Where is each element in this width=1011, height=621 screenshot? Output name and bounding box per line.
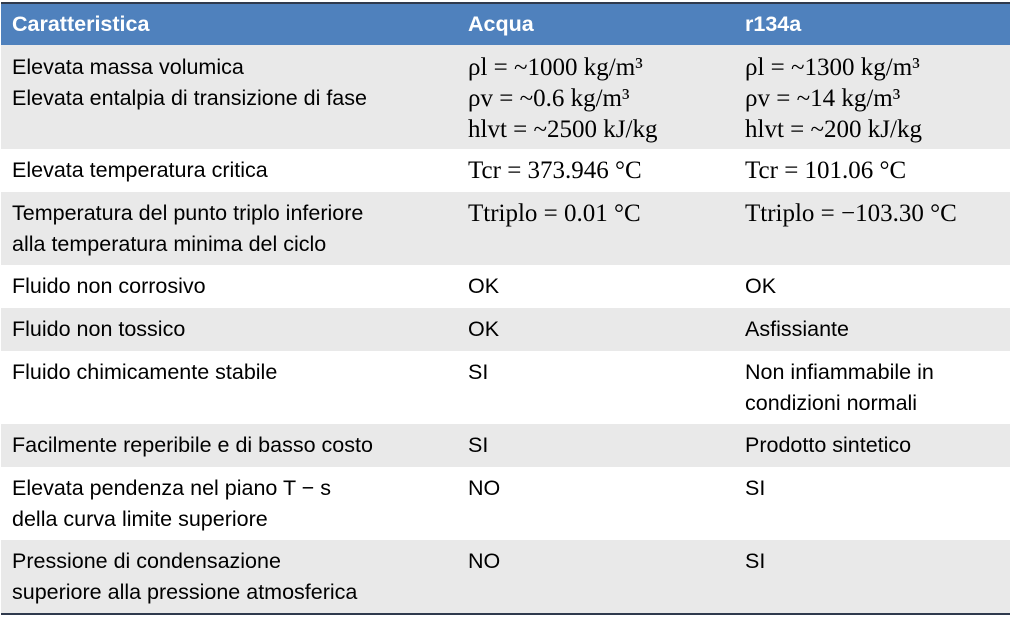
formula-line: ρv = ~14 kg/m³ [745,85,901,112]
r134a-cell: ρl = ~1300 kg/m³ ρv = ~14 kg/m³ hlvt = ~… [734,45,1010,149]
formula-line: Ttriplo = 0.01 °C [468,200,641,227]
table-row: Fluido chimicamente stabile SI Non infia… [1,351,1010,424]
table-header-row: Caratteristica Acqua r134a [1,4,1010,45]
acqua-cell: OK [457,308,734,351]
feature-line: Facilmente reperibile e di basso costo [12,433,373,457]
header-acqua: Acqua [468,12,534,36]
table-row: Elevata pendenza nel piano T − s della c… [1,467,1010,540]
feature-line: Elevata massa volumica [12,55,244,79]
table-row: Fluido non corrosivo OK OK [1,265,1010,308]
feature-cell: Pressione di condensazione superiore all… [1,540,457,613]
table-row: Facilmente reperibile e di basso costo S… [1,424,1010,467]
acqua-cell: SI [457,351,734,424]
value-line: OK [745,274,777,298]
formula-line: Tcr = 101.06 °C [745,157,907,184]
table-row: Elevata massa volumica Elevata entalpia … [1,45,1010,149]
r134a-cell: Tcr = 101.06 °C [734,149,1010,192]
feature-line: della curva limite superiore [12,507,268,531]
formula-line: ρl = ~1300 kg/m³ [745,54,920,81]
feature-cell: Fluido non corrosivo [1,265,457,308]
feature-line: Elevata temperatura critica [12,158,268,182]
feature-cell: Fluido chimicamente stabile [1,351,457,424]
value-line: OK [468,317,500,341]
value-line: SI [468,433,489,457]
table-row: Elevata temperatura critica Tcr = 373.94… [1,149,1010,192]
feature-cell: Fluido non tossico [1,308,457,351]
acqua-cell: NO [457,540,734,613]
r134a-cell: Asfissiante [734,308,1010,351]
value-line: Asfissiante [745,317,849,341]
table-row: Pressione di condensazione superiore all… [1,540,1010,613]
formula-line: ρl = ~1000 kg/m³ [468,54,643,81]
value-line: SI [745,476,766,500]
feature-line: Elevata pendenza nel piano T − s [12,476,331,500]
table-row: Fluido non tossico OK Asfissiante [1,308,1010,351]
acqua-cell: Tcr = 373.946 °C [457,149,734,192]
formula-line: Tcr = 373.946 °C [468,157,642,184]
r134a-cell: Ttriplo = −103.30 °C [734,192,1010,265]
value-line: NO [468,549,501,573]
feature-cell: Elevata pendenza nel piano T − s della c… [1,467,457,540]
feature-line: Temperatura del punto triplo inferiore [12,201,364,225]
feature-cell: Temperatura del punto triplo inferiore a… [1,192,457,265]
value-line: Non infiammabile in [745,360,934,384]
value-line: Prodotto sintetico [745,433,912,457]
r134a-cell: Prodotto sintetico [734,424,1010,467]
r134a-cell: Non infiammabile in condizioni normali [734,351,1010,424]
r134a-cell: SI [734,467,1010,540]
value-line: SI [745,549,766,573]
acqua-cell: OK [457,265,734,308]
formula-line: ρv = ~0.6 kg/m³ [468,85,630,112]
acqua-cell: Ttriplo = 0.01 °C [457,192,734,265]
feature-cell: Elevata temperatura critica [1,149,457,192]
acqua-cell: NO [457,467,734,540]
formula-line: hlvt = ~2500 kJ/kg [468,116,658,143]
feature-line: Pressione di condensazione [12,549,281,573]
feature-line: superiore alla pressione atmosferica [12,580,358,604]
value-line: SI [468,360,489,384]
acqua-cell: ρl = ~1000 kg/m³ ρv = ~0.6 kg/m³ hlvt = … [457,45,734,149]
feature-line: Elevata entalpia di transizione di fase [12,86,367,110]
value-line: NO [468,476,501,500]
feature-line: Fluido non corrosivo [12,274,206,298]
formula-line: Ttriplo = −103.30 °C [745,200,957,227]
value-line: condizioni normali [745,391,918,415]
acqua-cell: SI [457,424,734,467]
table-row: Temperatura del punto triplo inferiore a… [1,192,1010,265]
header-r134a: r134a [745,12,802,36]
r134a-cell: SI [734,540,1010,613]
formula-line: hlvt = ~200 kJ/kg [745,116,922,143]
header-caratteristica: Caratteristica [12,12,150,36]
r134a-cell: OK [734,265,1010,308]
feature-line: alla temperatura minima del ciclo [12,232,327,256]
feature-line: Fluido chimicamente stabile [12,360,278,384]
feature-cell: Elevata massa volumica Elevata entalpia … [1,45,457,149]
feature-line: Fluido non tossico [12,317,186,341]
feature-cell: Facilmente reperibile e di basso costo [1,424,457,467]
value-line: OK [468,274,500,298]
